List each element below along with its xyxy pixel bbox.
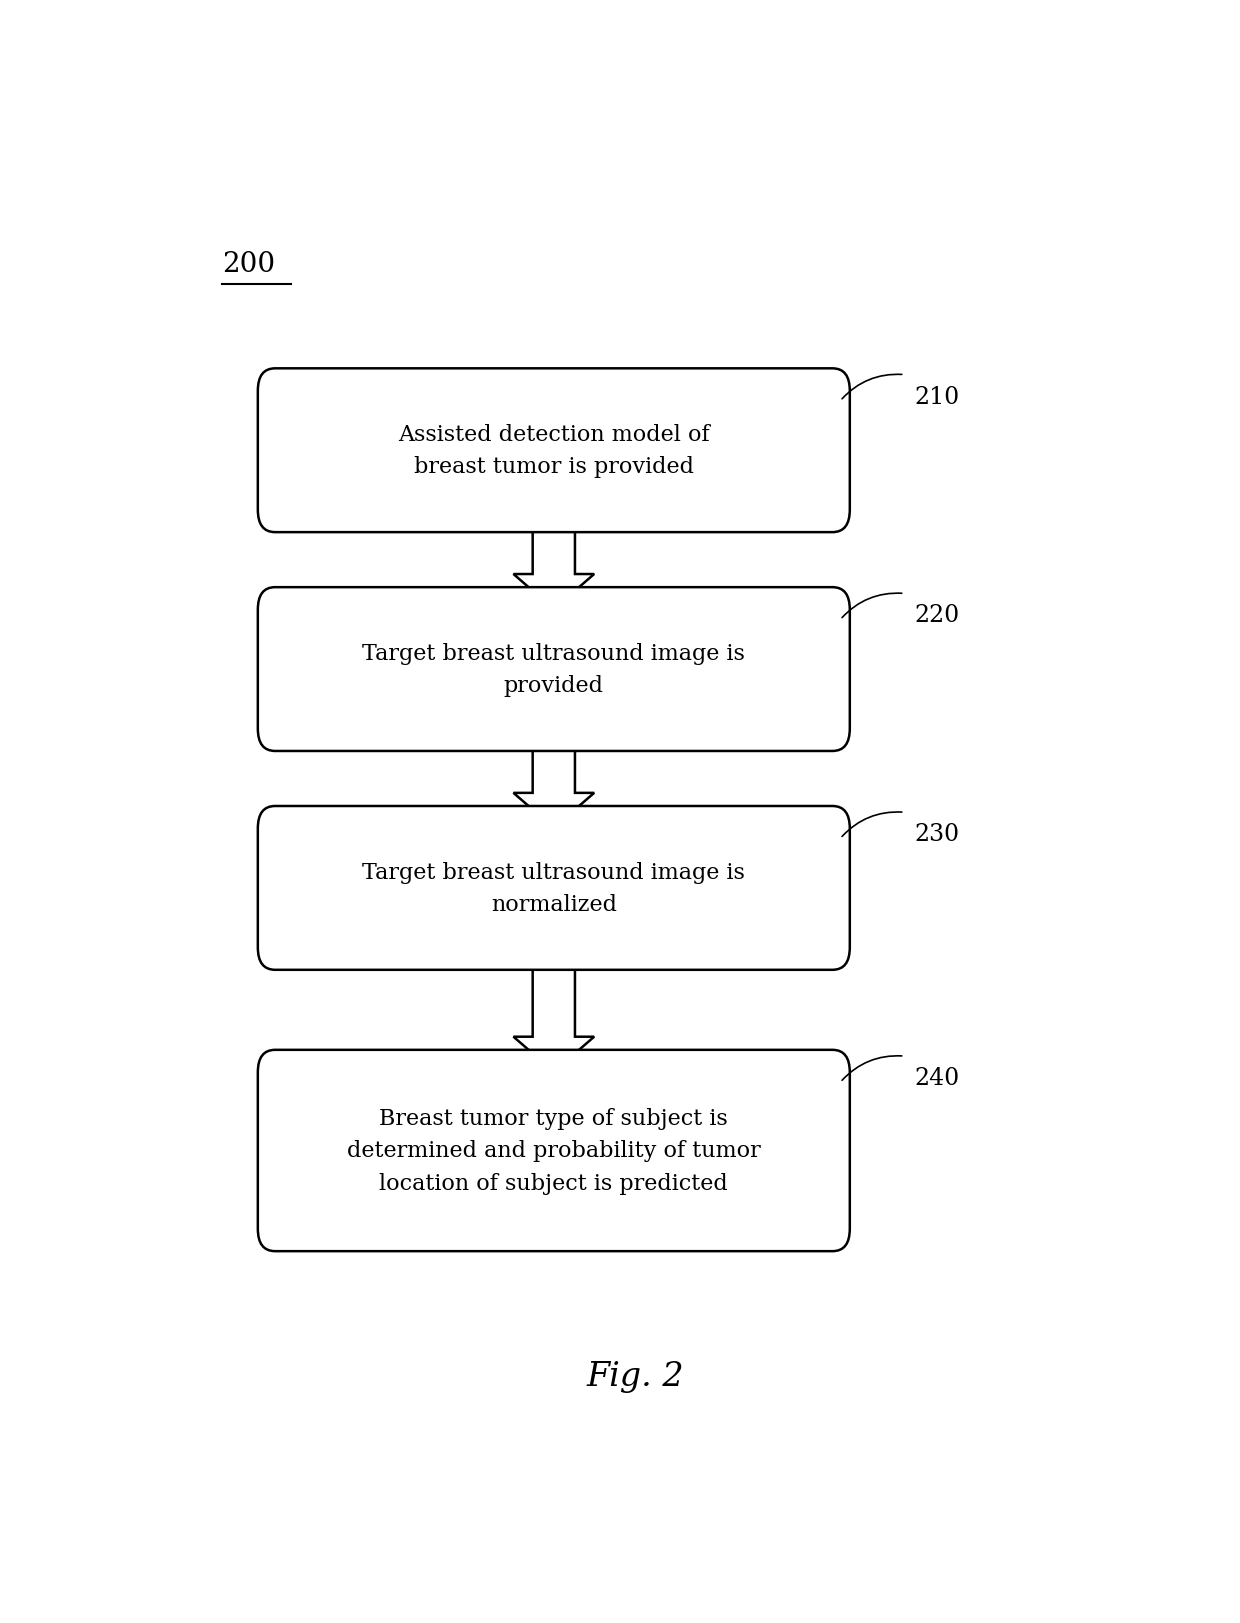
FancyBboxPatch shape bbox=[258, 1050, 849, 1251]
Text: 220: 220 bbox=[914, 604, 960, 626]
Text: Breast tumor type of subject is
determined and probability of tumor
location of : Breast tumor type of subject is determin… bbox=[347, 1107, 760, 1195]
Text: Fig. 2: Fig. 2 bbox=[587, 1360, 684, 1393]
Text: 240: 240 bbox=[914, 1066, 960, 1089]
Text: 210: 210 bbox=[914, 385, 960, 409]
FancyBboxPatch shape bbox=[258, 588, 849, 751]
Polygon shape bbox=[513, 730, 594, 828]
Text: Target breast ultrasound image is
provided: Target breast ultrasound image is provid… bbox=[362, 643, 745, 696]
FancyBboxPatch shape bbox=[258, 807, 849, 971]
Text: Assisted detection model of
breast tumor is provided: Assisted detection model of breast tumor… bbox=[398, 424, 709, 479]
FancyBboxPatch shape bbox=[258, 368, 849, 532]
Text: 230: 230 bbox=[914, 823, 960, 846]
Text: 200: 200 bbox=[222, 252, 275, 278]
Polygon shape bbox=[513, 511, 594, 610]
Polygon shape bbox=[513, 948, 594, 1073]
Text: Target breast ultrasound image is
normalized: Target breast ultrasound image is normal… bbox=[362, 862, 745, 915]
